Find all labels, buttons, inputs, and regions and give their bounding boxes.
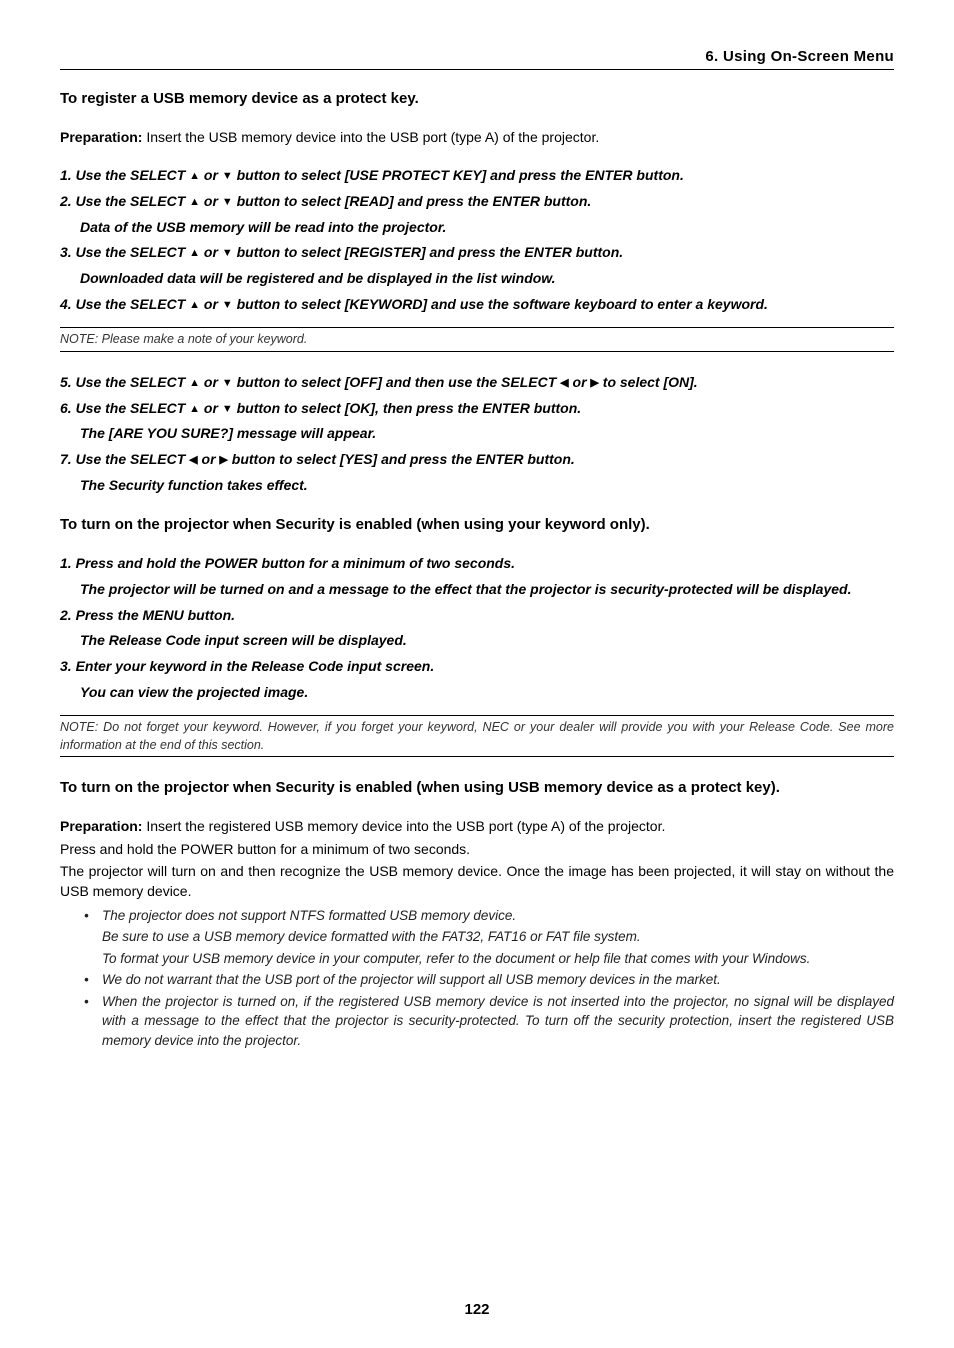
step-2-1-sub: The projector will be turned on and a me… [80, 579, 894, 601]
right-icon: ▶ [590, 375, 598, 392]
bullet-2-text: We do not warrant that the USB port of t… [102, 970, 894, 990]
down-icon: ▼ [222, 194, 233, 211]
step-2: 2. Use the SELECT ▲ or ▼ button to selec… [60, 191, 894, 213]
down-icon: ▼ [222, 245, 233, 262]
bullet-icon: • [84, 992, 102, 1051]
page-number: 122 [0, 1301, 954, 1318]
down-icon: ▼ [222, 375, 233, 392]
bullet-icon: • [84, 906, 102, 926]
section-3-line-3: The projector will turn on and then reco… [60, 861, 894, 902]
section-1-steps: 1. Use the SELECT ▲ or ▼ button to selec… [60, 165, 894, 315]
note-2: NOTE: Do not forget your keyword. Howeve… [60, 715, 894, 757]
preparation-3-text: Insert the registered USB memory device … [142, 818, 665, 834]
section-1-title: To register a USB memory device as a pro… [60, 88, 894, 109]
up-icon: ▲ [189, 401, 200, 418]
note-1: NOTE: Please make a note of your keyword… [60, 327, 894, 352]
preparation-text: Insert the USB memory device into the US… [142, 129, 599, 145]
up-icon: ▲ [189, 245, 200, 262]
step-2-3-sub: You can view the projected image. [80, 682, 894, 704]
up-icon: ▲ [189, 297, 200, 314]
bullet-2: • We do not warrant that the USB port of… [84, 970, 894, 990]
left-icon: ◀ [560, 375, 568, 392]
step-7-sub: The Security function takes effect. [80, 475, 894, 497]
step-7: 7. Use the SELECT ◀ or ▶ button to selec… [60, 449, 894, 471]
step-2-2-sub: The Release Code input screen will be di… [80, 630, 894, 652]
down-icon: ▼ [222, 401, 233, 418]
step-1: 1. Use the SELECT ▲ or ▼ button to selec… [60, 165, 894, 187]
down-icon: ▼ [222, 297, 233, 314]
section-2-title: To turn on the projector when Security i… [60, 514, 894, 535]
section-3-line-2: Press and hold the POWER button for a mi… [60, 839, 894, 859]
step-4: 4. Use the SELECT ▲ or ▼ button to selec… [60, 294, 894, 316]
step-2-1: 1. Press and hold the POWER button for a… [60, 553, 894, 575]
bullet-1-cont-2: To format your USB memory device in your… [102, 949, 894, 969]
page: 6. Using On-Screen Menu To register a US… [0, 0, 954, 1348]
bullet-1-text: The projector does not support NTFS form… [102, 906, 894, 926]
section-3-bullets: • The projector does not support NTFS fo… [84, 906, 894, 1051]
step-3-sub: Downloaded data will be registered and b… [80, 268, 894, 290]
up-icon: ▲ [189, 375, 200, 392]
bullet-1: • The projector does not support NTFS fo… [84, 906, 894, 926]
bullet-3: • When the projector is turned on, if th… [84, 992, 894, 1051]
preparation-label: Preparation: [60, 129, 142, 145]
step-6: 6. Use the SELECT ▲ or ▼ button to selec… [60, 398, 894, 420]
step-6-sub: The [ARE YOU SURE?] message will appear. [80, 423, 894, 445]
section-header: 6. Using On-Screen Menu [60, 48, 894, 65]
step-3: 3. Use the SELECT ▲ or ▼ button to selec… [60, 242, 894, 264]
section-1b-steps: 5. Use the SELECT ▲ or ▼ button to selec… [60, 372, 894, 496]
section-1-preparation: Preparation: Insert the USB memory devic… [60, 127, 894, 147]
up-icon: ▲ [189, 194, 200, 211]
bullet-icon: • [84, 970, 102, 990]
preparation-3-label: Preparation: [60, 818, 142, 834]
step-2-2: 2. Press the MENU button. [60, 605, 894, 627]
section-3-title: To turn on the projector when Security i… [60, 777, 894, 798]
step-2-sub: Data of the USB memory will be read into… [80, 217, 894, 239]
up-icon: ▲ [189, 168, 200, 185]
left-icon: ◀ [189, 452, 197, 469]
bullet-1-cont-1: Be sure to use a USB memory device forma… [102, 927, 894, 947]
right-icon: ▶ [219, 452, 227, 469]
step-5: 5. Use the SELECT ▲ or ▼ button to selec… [60, 372, 894, 394]
section-2-steps: 1. Press and hold the POWER button for a… [60, 553, 894, 703]
down-icon: ▼ [222, 168, 233, 185]
bullet-3-text: When the projector is turned on, if the … [102, 992, 894, 1051]
header-rule [60, 69, 894, 70]
section-3-preparation: Preparation: Insert the registered USB m… [60, 816, 894, 836]
step-2-3: 3. Enter your keyword in the Release Cod… [60, 656, 894, 678]
